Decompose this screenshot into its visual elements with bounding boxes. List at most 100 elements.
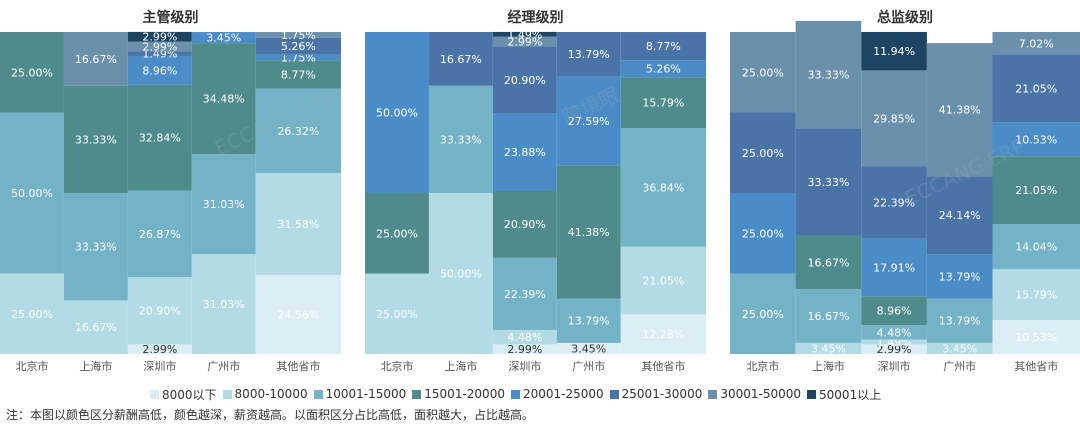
bar-segment (926, 342, 993, 354)
data-label: 8.96% (877, 305, 912, 318)
bar-segment (620, 314, 706, 354)
data-label: 16.67% (807, 310, 849, 323)
bar-segment (127, 277, 192, 345)
bar-segment (992, 269, 1080, 321)
data-label: 1.75% (281, 29, 316, 42)
data-label: 13.79% (939, 270, 981, 283)
bar-segment (556, 76, 621, 166)
bar-segment (492, 329, 557, 345)
bar-segment (620, 32, 706, 61)
data-label: 10.53% (1015, 133, 1057, 146)
legend-label: 20001-25000 (522, 387, 604, 401)
data-label: 2.99% (142, 343, 177, 356)
bar-segment (365, 32, 429, 193)
data-label: 25.00% (742, 308, 784, 321)
x-tick-label: 北京市 (746, 359, 779, 373)
bar-segment (255, 274, 341, 354)
chart-panel: 总监级别 25.00% 25.00% 25.00% 25.00% 北京市 3.45% 16.6… (730, 9, 1080, 373)
bar-segment (255, 54, 341, 61)
bar-segment (428, 32, 493, 86)
bar-segment (0, 32, 64, 113)
x-tick-label: 深圳市 (508, 359, 541, 373)
bar-segment (191, 154, 256, 255)
legend-label: 30001-50000 (720, 387, 802, 401)
data-label: 1.75% (281, 51, 316, 64)
bar-segment (428, 193, 493, 354)
bar-segment (620, 60, 706, 78)
data-label: 16.67% (75, 321, 117, 334)
bar-segment (63, 32, 128, 86)
footnote: 注：本图以颜色区分薪酬高低，颜色越深，薪资越高。以面积区分占比高低，面积越大，占… (6, 408, 535, 422)
bar-segment (255, 60, 341, 89)
bar-segment (861, 238, 927, 297)
bar-segment (127, 55, 192, 85)
x-tick-label: 广州市 (207, 359, 240, 373)
data-label: 41.38% (568, 226, 610, 239)
legend-item: 25001-30000 (609, 387, 703, 401)
bar-segment (861, 166, 927, 239)
legend-item: 15001-20000 (412, 387, 505, 401)
data-label: 50.00% (440, 268, 482, 281)
data-label: 16.67% (75, 53, 117, 66)
data-label: 33.33% (75, 133, 117, 146)
bar-segment (127, 84, 192, 191)
data-label: 32.84% (139, 132, 181, 145)
bar-segment (992, 156, 1080, 225)
legend-item: 10001-15000 (313, 387, 406, 401)
bar-segment (992, 31, 1080, 55)
data-label: 17.91% (873, 261, 915, 274)
legend-item: 20001-25000 (510, 387, 604, 401)
x-tick-label: 其他省市 (276, 359, 320, 373)
bar-segment (992, 122, 1080, 157)
legend-label: 50001以上 (819, 387, 882, 402)
bar-segment (730, 32, 796, 113)
data-label: 16.67% (440, 53, 482, 66)
data-label: 2.99% (507, 36, 542, 49)
bar-segment (492, 113, 557, 191)
legend-label: 15001-20000 (424, 387, 505, 401)
x-tick-label: 广州市 (572, 359, 605, 373)
data-label: 3.45% (942, 342, 977, 355)
legend-item: 30001-50000 (708, 387, 801, 401)
legend-label: 25001-30000 (621, 387, 703, 401)
legend-item: 50001以上 (807, 386, 881, 403)
data-label: 26.32% (277, 125, 319, 138)
data-label: 15.79% (1015, 289, 1057, 302)
legend-item: 8000-10000 (222, 387, 308, 401)
bar-segment (191, 254, 256, 354)
chart-panel: 主管级别 25.00% 50.00% 25.00% 北京市 16.67% 33.33% 33.… (0, 9, 341, 373)
bar-segment (992, 54, 1080, 123)
bar-segment (365, 193, 429, 274)
bar-segment (492, 190, 557, 258)
chart-title: 经理级别 (508, 9, 564, 26)
data-label: 41.38% (939, 104, 981, 117)
bar-segment (0, 112, 64, 274)
bar-segment (926, 254, 993, 299)
data-label: 25.00% (11, 66, 53, 79)
x-tick-label: 其他省市 (1014, 359, 1058, 373)
bar-segment (492, 257, 557, 330)
legend-label: 8000以下 (162, 387, 217, 402)
data-label: 33.33% (807, 176, 849, 189)
legend-swatch (412, 389, 422, 399)
data-label: 3.45% (571, 342, 606, 355)
data-label: 3.45% (811, 342, 846, 355)
data-label: 25.00% (376, 308, 418, 321)
x-tick-label: 北京市 (380, 359, 413, 373)
bar-segment (0, 273, 64, 354)
x-tick-label: 上海市 (79, 359, 112, 373)
data-label: 27.59% (568, 115, 610, 128)
bar-segment (492, 36, 557, 47)
bar-segment (620, 128, 706, 247)
bar-segment (428, 85, 493, 193)
bar-segment (620, 77, 706, 129)
bar-segment (127, 41, 192, 52)
bar-segment (795, 235, 862, 290)
bar-segment (992, 224, 1080, 270)
data-label: 4.48% (877, 326, 912, 339)
data-label: 7.02% (1019, 37, 1054, 50)
bar-segment (926, 43, 993, 177)
data-label: 8.77% (281, 68, 316, 81)
data-label: 5.26% (646, 63, 681, 76)
data-label: 3.45% (206, 32, 241, 45)
